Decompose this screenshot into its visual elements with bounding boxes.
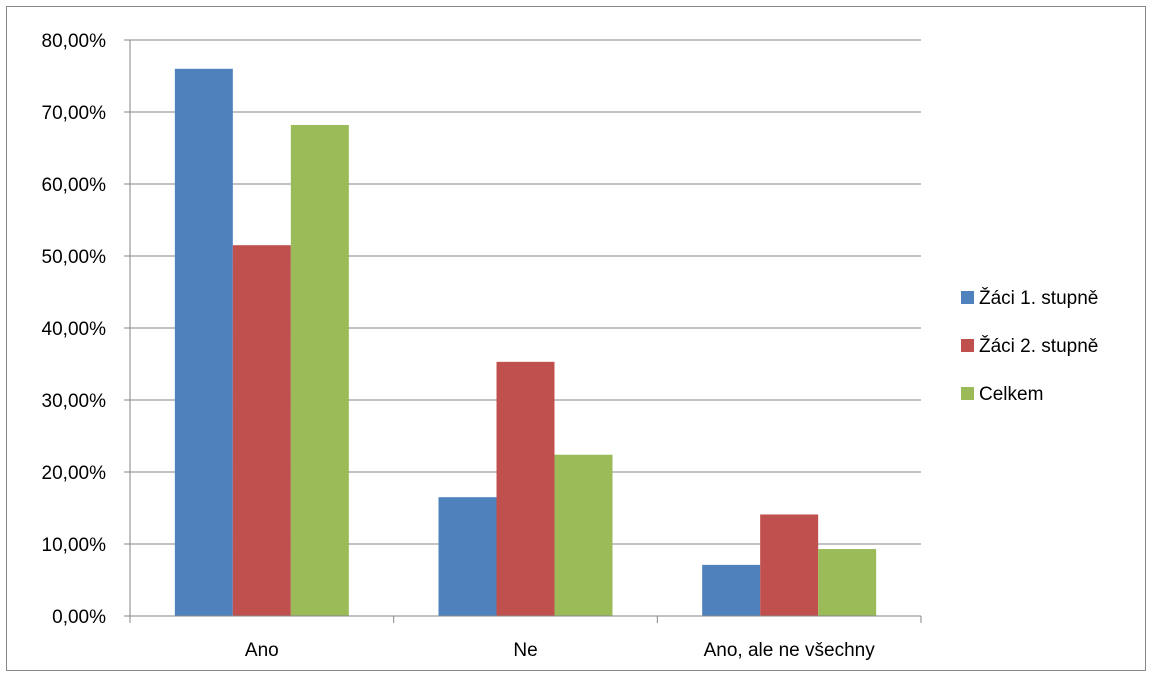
- bar: [760, 514, 819, 616]
- bar: [438, 497, 497, 616]
- y-tick-label: 70,00%: [42, 103, 107, 124]
- chart-frame: 0,00% 10,00% 20,00% 30,00% 40,00% 50,00% 60,00…: [6, 6, 1146, 671]
- y-tick-labels: 0,00% 10,00% 20,00% 30,00% 40,00% 50,00% 60,00…: [42, 31, 107, 628]
- bar-chart: 0,00% 10,00% 20,00% 30,00% 40,00% 50,00% 60,00…: [42, 31, 1099, 661]
- y-tick-label: 10,00%: [42, 535, 107, 556]
- y-tick-label: 60,00%: [42, 175, 107, 196]
- x-tick-label: Ne: [513, 640, 537, 661]
- legend-label: Žáci 2. stupně: [979, 335, 1098, 357]
- axes: [124, 39, 922, 623]
- legend-label: Žáci 1. stupně: [979, 287, 1098, 309]
- legend-swatch: [961, 387, 974, 400]
- bar: [232, 245, 291, 616]
- legend-label: Celkem: [979, 384, 1043, 405]
- y-tick-label: 30,00%: [42, 391, 107, 412]
- bar: [174, 68, 233, 617]
- bars: [174, 68, 877, 617]
- bar: [554, 454, 613, 616]
- bar: [818, 549, 877, 616]
- legend: Žáci 1. stupně Žáci 2. stupně Celkem: [961, 287, 1098, 405]
- y-tick-label: 20,00%: [42, 463, 107, 484]
- bar: [702, 564, 761, 616]
- y-tick-label: 0,00%: [52, 607, 106, 628]
- bar: [290, 124, 349, 617]
- y-tick-label: 80,00%: [42, 31, 107, 52]
- x-tick-label: Ano, ale ne všechny: [704, 640, 876, 661]
- y-tick-label: 50,00%: [42, 247, 107, 268]
- x-tick-labels: Ano Ne Ano, ale ne všechny: [245, 640, 875, 661]
- y-tick-label: 40,00%: [42, 319, 107, 340]
- x-tick-label: Ano: [245, 640, 279, 661]
- bar: [496, 361, 555, 616]
- legend-swatch: [961, 339, 974, 352]
- legend-swatch: [961, 291, 974, 304]
